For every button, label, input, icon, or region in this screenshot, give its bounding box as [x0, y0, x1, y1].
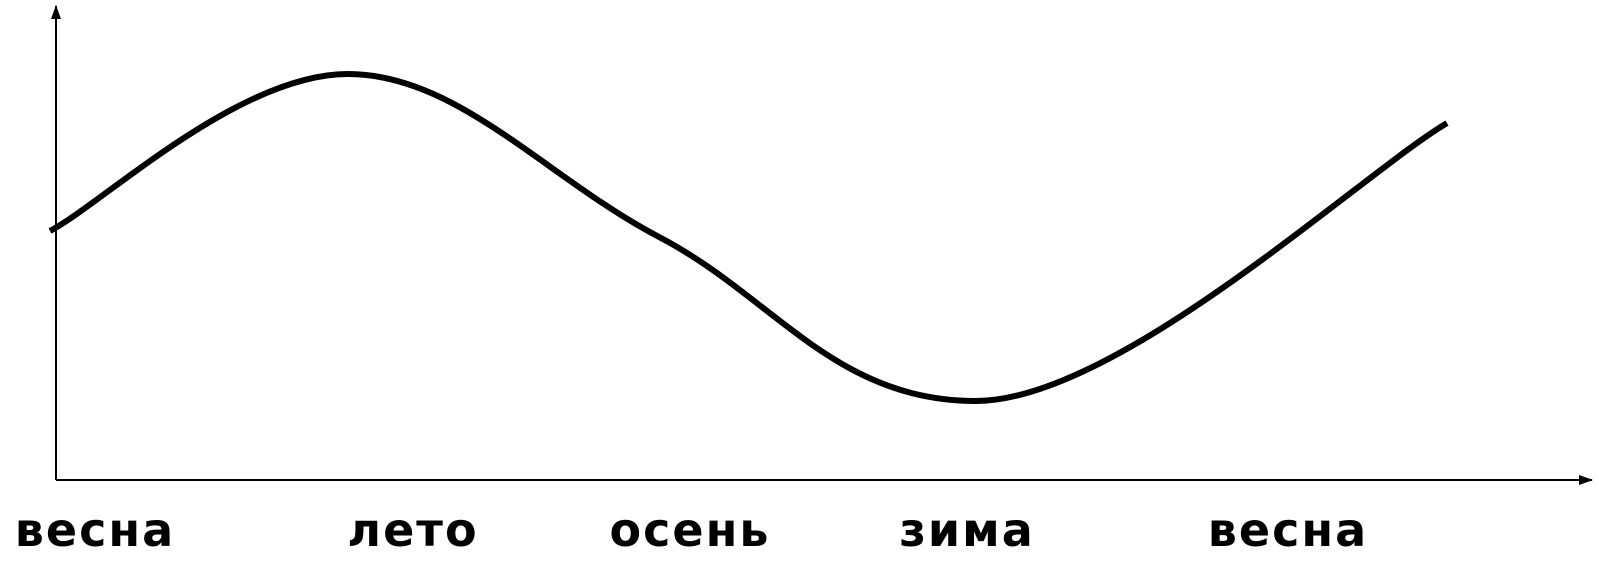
x-tick-label: осень: [610, 503, 771, 557]
x-tick-label: лето: [347, 503, 478, 557]
x-tick-label: весна: [15, 503, 175, 557]
series-line: [48, 71, 1449, 404]
x-tick-label: зима: [899, 503, 1035, 557]
x-tick-label: весна: [1208, 503, 1368, 557]
x-tick-labels: весна лето осень зима весна: [15, 503, 1368, 557]
